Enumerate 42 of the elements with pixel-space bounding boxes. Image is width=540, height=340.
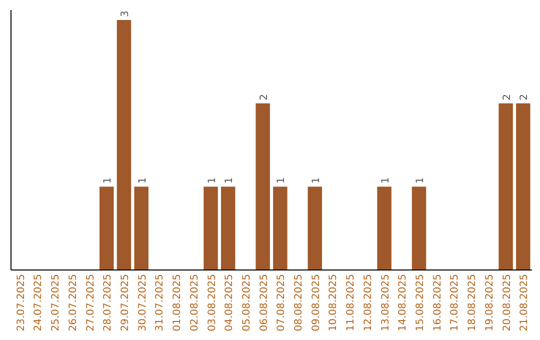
data-label: 1	[380, 177, 392, 184]
data-label: 2	[258, 94, 270, 100]
data-label: 3	[120, 10, 131, 17]
x-tick-label: 14.08.2025	[398, 274, 409, 332]
x-tick-label: 09.08.2025	[310, 274, 322, 332]
x-tick-label: 27.07.2025	[85, 274, 96, 332]
x-tick-label: 01.08.2025	[172, 274, 184, 332]
x-tick-label: 18.08.2025	[467, 274, 478, 332]
x-tick-label: 10.08.2025	[328, 274, 340, 332]
data-label: 1	[102, 177, 114, 184]
x-tick-label: 24.07.2025	[33, 274, 44, 332]
data-label: 1	[415, 177, 426, 184]
data-label: 2	[519, 94, 530, 100]
x-tick-label: 25.07.2025	[50, 274, 62, 332]
x-tick-label: 15.08.2025	[415, 274, 426, 332]
data-label: 2	[502, 94, 513, 100]
x-tick-label: 12.08.2025	[362, 274, 374, 332]
x-tick-label: 19.08.2025	[484, 274, 496, 332]
x-tick-label: 26.07.2025	[68, 274, 79, 332]
x-tick-label: 07.08.2025	[276, 274, 288, 332]
x-tick-label: 28.07.2025	[102, 274, 114, 332]
x-tick-label: 11.08.2025	[346, 274, 357, 332]
x-tick-label: 06.08.2025	[258, 274, 270, 332]
x-tick-label: 31.07.2025	[154, 274, 166, 332]
x-tick-label: 23.07.2025	[16, 274, 27, 332]
x-tick-label: 30.07.2025	[137, 274, 148, 332]
x-tick-label: 13.08.2025	[380, 274, 392, 332]
x-tick-label: 03.08.2025	[206, 274, 218, 332]
x-tick-label: 16.08.2025	[432, 274, 444, 332]
x-tick-label: 20.08.2025	[502, 274, 513, 332]
data-label: 1	[310, 177, 322, 184]
x-tick-label: 04.08.2025	[224, 274, 236, 332]
data-label: 1	[224, 177, 236, 184]
data-label: 1	[276, 177, 288, 184]
data-label: 1	[137, 177, 148, 184]
x-tick-label: 02.08.2025	[189, 274, 200, 332]
x-tick-label: 05.08.2025	[241, 274, 252, 332]
x-tick-label: 17.08.2025	[450, 274, 461, 332]
x-tick-label: 08.08.2025	[294, 274, 305, 332]
x-tick-label: 21.08.2025	[519, 274, 530, 332]
data-label: 1	[206, 177, 218, 184]
x-tick-label: 29.07.2025	[120, 274, 131, 332]
